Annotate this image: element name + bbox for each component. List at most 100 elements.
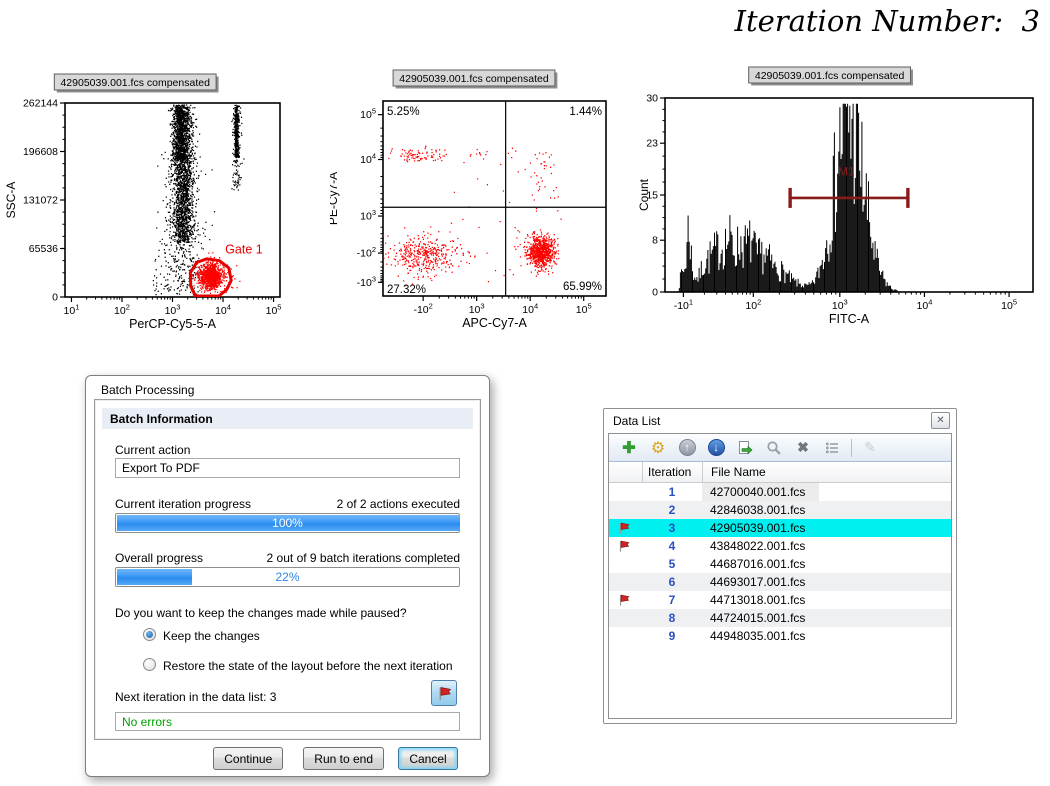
radio-keep[interactable] (143, 628, 156, 641)
iteration-cell: 4 (668, 539, 676, 553)
data-list-row-7[interactable]: 7 44713018.001.fcs (609, 591, 951, 609)
iteration-cell: 5 (668, 557, 676, 571)
file-name-cell: 43848022.001.fcs (710, 539, 806, 553)
svg-text:SSC-A: SSC-A (5, 182, 18, 219)
move-up-icon[interactable]: ↑ (675, 437, 699, 459)
search-icon[interactable] (762, 437, 786, 459)
continue-button[interactable]: Continue (213, 747, 284, 770)
svg-text:0: 0 (652, 287, 658, 299)
svg-text:105: 105 (1001, 298, 1017, 313)
iteration-cell: 2 (668, 503, 676, 517)
batch-processing-dialog: Batch Processing Batch Information Curre… (85, 375, 490, 777)
close-icon[interactable]: ✕ (931, 412, 950, 429)
pecy7-vs-apccy7-plot[interactable]: 42905039.001.fcs compensated PE-Cy7-A APC-… (326, 66, 630, 341)
svg-text:103: 103 (360, 208, 376, 223)
svg-text:5.25%: 5.25% (387, 106, 420, 118)
data-list-titlebar: Data List ✕ (604, 409, 956, 433)
fitc-histogram-plot[interactable]: 42905039.001.fcs compensated Count FITC-A -… (628, 63, 1048, 333)
iteration-progress-fill (117, 515, 460, 531)
keep-changes-question: Do you want to keep the changes made whi… (115, 606, 407, 620)
svg-text:-101: -101 (674, 298, 693, 313)
file-name-cell: 44693017.001.fcs (710, 575, 806, 589)
svg-text:104: 104 (360, 152, 376, 167)
run-to-end-button[interactable]: Run to end (303, 747, 384, 770)
svg-text:102: 102 (745, 298, 761, 313)
radio-restore[interactable] (143, 658, 156, 671)
svg-text:0: 0 (52, 292, 58, 304)
svg-text:1.44%: 1.44% (569, 106, 602, 118)
svg-text:105: 105 (576, 302, 592, 317)
ssc-vs-percp-plot[interactable]: 42905039.001.fcs compensated SSC-A PerCP-C… (4, 70, 315, 340)
svg-text:-103: -103 (357, 274, 376, 289)
svg-text:-102: -102 (413, 302, 432, 317)
data-list-title: Data List (613, 414, 661, 428)
data-list-row-1[interactable]: 1 42700040.001.fcs (609, 483, 951, 501)
svg-text:PE-Cy7-A: PE-Cy7-A (330, 172, 340, 225)
iteration-cell: 7 (668, 593, 676, 607)
file-name-cell: 42846038.001.fcs (710, 503, 806, 517)
svg-text:23: 23 (646, 138, 658, 150)
settings-icon[interactable]: ⚙ (646, 437, 670, 459)
plus-glyph: ✚ (622, 439, 636, 457)
svg-text:65.99%: 65.99% (563, 281, 602, 293)
data-list-row-6[interactable]: 6 44693017.001.fcs (609, 573, 951, 591)
data-list-row-3[interactable]: 3 42905039.001.fcs (609, 519, 951, 537)
svg-text:131072: 131072 (23, 195, 58, 207)
edit-icon[interactable]: ✎ (858, 437, 882, 459)
svg-text:104: 104 (215, 303, 231, 318)
file-name-cell: 44713018.001.fcs (710, 593, 806, 607)
iteration-progress-label: Current iteration progress (115, 497, 252, 511)
data-list-row-2[interactable]: 2 42846038.001.fcs (609, 501, 951, 519)
iteration-cell: 3 (668, 521, 676, 535)
overall-progress-status: 2 out of 9 batch iterations completed (266, 551, 460, 565)
svg-text:FITC-A: FITC-A (829, 312, 870, 326)
current-action-field[interactable]: Export To PDF (115, 458, 460, 478)
column-header-iteration[interactable]: Iteration (642, 462, 702, 482)
overall-progress-fill (117, 569, 193, 585)
flag-button[interactable] (431, 680, 457, 706)
dialog-button-row: Continue Run to end Cancel (213, 747, 458, 770)
iteration-progress-status: 2 of 2 actions executed (336, 497, 460, 511)
data-list-row-4[interactable]: 4 43848022.001.fcs (609, 537, 951, 555)
toolbar-separator (851, 438, 852, 457)
export-icon[interactable] (733, 437, 757, 459)
add-icon[interactable]: ✚ (617, 437, 641, 459)
svg-text:105: 105 (266, 303, 282, 318)
delete-icon[interactable]: ✖ (791, 437, 815, 459)
section-title: Batch Information (110, 411, 213, 426)
flag-icon (609, 593, 642, 607)
data-list-frame: ✚ ⚙ ↑ ↓ ✖ ✎ Iteration File Name 1 42700040.001… (608, 433, 952, 719)
radio-keep-label[interactable]: Keep the changes (163, 629, 260, 643)
data-list-row-5[interactable]: 5 44687016.001.fcs (609, 555, 951, 573)
cancel-button[interactable]: Cancel (398, 747, 458, 770)
radio-restore-label[interactable]: Restore the state of the layout before t… (163, 659, 453, 673)
errors-text: No errors (122, 714, 173, 729)
svg-text:M1: M1 (838, 165, 855, 179)
flag-icon (609, 521, 642, 535)
svg-text:196608: 196608 (23, 146, 58, 158)
column-header-file-name[interactable]: File Name (702, 462, 951, 482)
data-list-row-8[interactable]: 8 44724015.001.fcs (609, 609, 951, 627)
svg-text:42905039.001.fcs compensated: 42905039.001.fcs compensated (399, 73, 549, 85)
flag-icon (609, 539, 642, 553)
svg-text:262144: 262144 (23, 98, 58, 110)
data-list-panel: Data List ✕ ✚ ⚙ ↑ ↓ ✖ ✎ Iteration File Name 1… (603, 408, 957, 724)
overall-progress-label: Overall progress (115, 551, 204, 565)
svg-text:Count: Count (637, 178, 651, 211)
dialog-title: Batch Processing (101, 383, 195, 397)
batch-information-panel: Batch Information Current action Export … (94, 399, 481, 740)
section-header: Batch Information (102, 408, 473, 429)
move-down-icon[interactable]: ↓ (704, 437, 728, 459)
data-list-rows: 1 42700040.001.fcs 2 42846038.001.fcs 3 42905… (609, 483, 951, 645)
file-name-cell: 44948035.001.fcs (710, 629, 806, 643)
data-list-row-9[interactable]: 9 44948035.001.fcs (609, 627, 951, 645)
svg-text:Gate 1: Gate 1 (225, 242, 263, 256)
svg-text:PerCP-Cy5-5-A: PerCP-Cy5-5-A (129, 317, 216, 331)
iteration-cell: 1 (668, 485, 676, 499)
svg-text:15: 15 (646, 190, 658, 202)
svg-text:42905039.001.fcs compensated: 42905039.001.fcs compensated (60, 77, 210, 89)
iteration-progress-bar: 100% (115, 513, 460, 533)
options-icon[interactable] (820, 437, 844, 459)
svg-text:27.32%: 27.32% (387, 284, 426, 296)
data-list-toolbar: ✚ ⚙ ↑ ↓ ✖ ✎ (609, 434, 951, 462)
